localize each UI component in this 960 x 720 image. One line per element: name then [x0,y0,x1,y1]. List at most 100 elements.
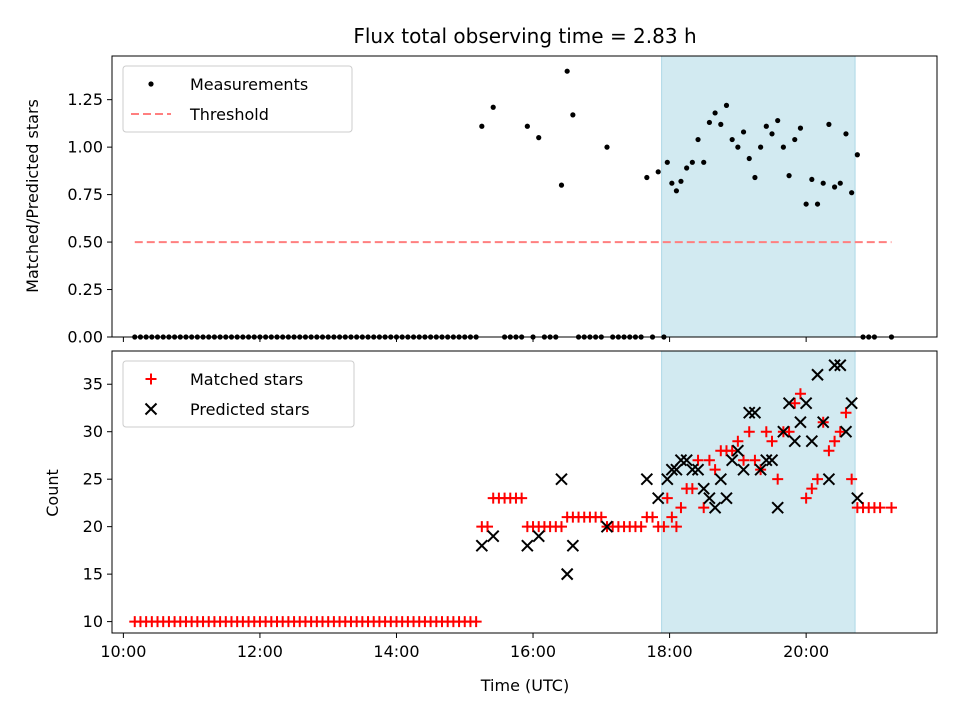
predicted-star-point [661,472,674,486]
matched-star-point [840,407,852,419]
measurement-point [655,169,661,175]
measurement-point [701,159,707,165]
measurement-point [490,104,496,110]
measurement-point [678,178,684,184]
predicted-star-point [754,463,767,476]
predicted-star-point [828,359,841,372]
top-legend: Measurements Threshold [122,65,353,133]
matched-star-point [703,454,715,466]
predicted-star-point [555,472,568,486]
bottom-y-tick-label: 10 [83,612,103,631]
predicted-star-point [737,463,750,476]
measurement-point [706,119,713,126]
matched-star-point [661,492,673,504]
predicted-star-point [486,529,500,543]
predicted-star-point [674,453,688,467]
predicted-star-point [566,539,580,552]
measurement-point [746,155,752,162]
legend-label: Measurements [190,75,308,94]
matched-star-point [846,473,858,485]
predicted-star-point [475,539,489,552]
matched-star-point [874,502,886,514]
legend-label: Threshold [189,105,269,124]
bottom-series-predicted-stars [475,359,864,581]
matched-star-point [738,454,750,466]
measurement-point [689,159,695,165]
top-legend-box [122,65,353,133]
measurement-point [723,102,730,108]
measurement-point [786,173,792,179]
bottom-y-tick-label: 20 [83,517,103,536]
matched-star-point [760,426,772,438]
matched-star-point [635,521,647,533]
bottom-y-tick-label: 15 [83,565,103,584]
measurement-point [849,190,855,196]
measurement-point [673,188,680,194]
predicted-star-point [748,406,762,419]
predicted-star-point [834,359,847,372]
legend-x-marker [144,402,158,416]
x-tick-label: 10:00 [100,642,146,661]
top-y-axis-label: Matched/Predicted stars [23,99,42,293]
matched-star-point [834,426,846,438]
matched-star-point [726,445,738,457]
measurement-point [712,110,718,116]
matched-star-point [794,388,806,400]
matched-star-point [812,473,824,485]
measurement-point [780,144,786,150]
measurement-point [769,131,775,137]
bottom-y-axis-label: Count [43,469,62,517]
measurement-point [740,129,747,135]
measurement-point [758,144,764,150]
matched-star-point [692,454,704,466]
predicted-star-point [521,539,534,552]
predicted-star-point [765,453,779,467]
predicted-star-point [771,501,784,514]
measurement-point [763,123,769,129]
predicted-star-point [799,397,813,410]
bottom-highlight-span [661,350,856,634]
matched-star-point [783,426,795,438]
matched-star-point [698,502,710,514]
top-y-tick-label: 0.50 [67,233,103,252]
measurement-point [843,131,849,137]
measurement-point [695,136,701,143]
matched-star-point [670,521,682,533]
measurement-point [669,180,675,186]
matched-star-point [686,483,698,495]
matched-star-point [675,502,687,514]
predicted-star-point [731,444,745,457]
bottom-y-tick-label: 30 [83,422,103,441]
measurement-point [775,117,781,124]
measurement-point [752,174,758,181]
predicted-star-point [665,463,679,476]
predicted-star-point [651,491,665,505]
predicted-star-point [839,425,853,438]
bottom-axes-frame [111,350,938,634]
predicted-star-point [851,491,864,505]
measurement-point [826,121,832,127]
measurement-point [831,184,838,190]
predicted-star-point [794,416,807,429]
top-y-tick-label: 0.75 [67,185,103,204]
measurement-point [797,125,804,131]
matched-star-point [555,521,567,533]
matched-star-point [885,502,897,514]
matched-star-point [743,426,755,438]
predicted-star-point [782,397,796,410]
measurement-point [809,176,815,183]
x-tick-label: 16:00 [510,642,556,661]
matched-star-point [772,473,784,485]
top-axes-frame [111,55,938,338]
predicted-star-point [816,416,830,429]
x-tick-label: 14:00 [373,642,419,661]
predicted-star-point [697,482,710,495]
chart-title: Flux total observing time = 2.83 h [353,24,696,48]
predicted-star-point [708,501,722,514]
x-axis-label: Time (UTC) [480,676,569,695]
legend-label: Matched stars [190,370,303,389]
measurement-point [792,136,798,143]
bottom-series-matched-stars [129,388,897,628]
measurement-point [644,174,650,181]
matched-star-point [595,511,607,523]
